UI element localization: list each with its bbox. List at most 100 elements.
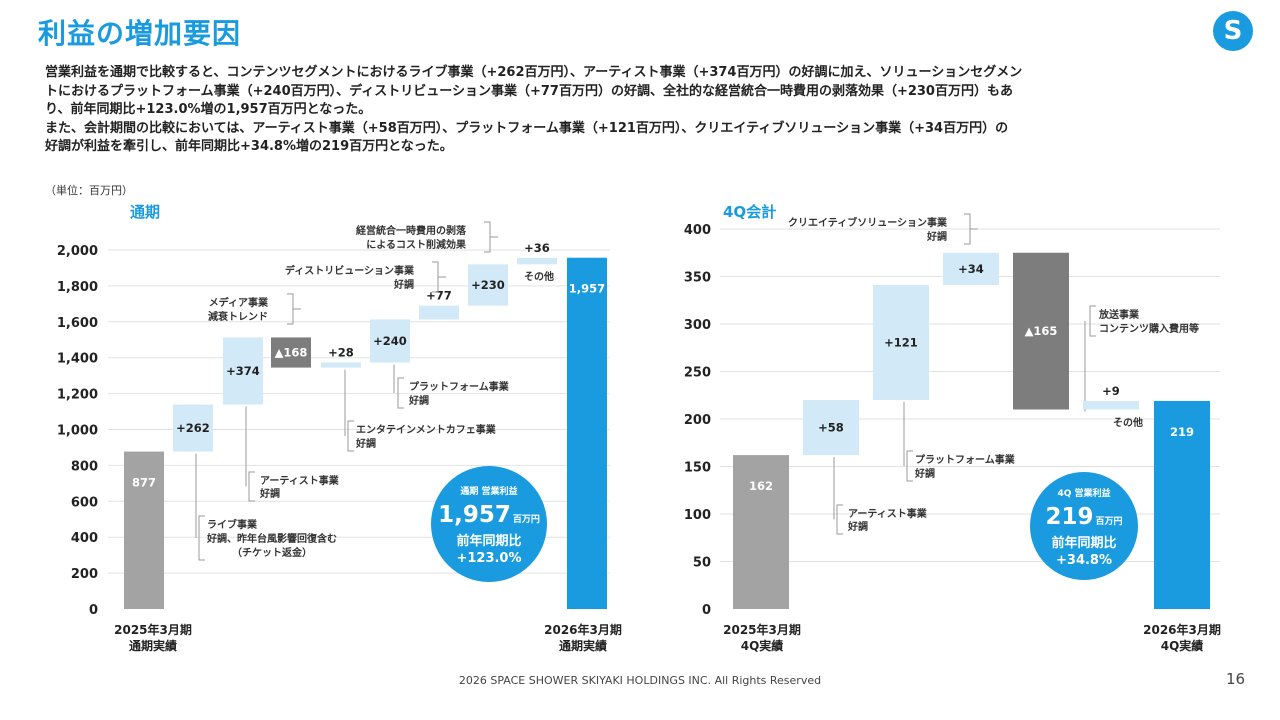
annotation-text: メディア事業: [209, 296, 269, 309]
y-tick-label: 1,200: [57, 388, 98, 403]
annotation-label: その他: [524, 270, 554, 283]
annotation-bracket: [347, 420, 354, 452]
annotation-bracket: [1089, 305, 1096, 337]
data-label: +9: [1102, 384, 1120, 398]
badge-value: 1,957 百万円: [438, 502, 540, 528]
annotation-text: によるコスト削減効果: [366, 238, 467, 251]
badge-yoy-value: +34.8%: [1056, 553, 1112, 568]
x-axis-label: 2025年3月期: [723, 622, 801, 637]
x-axis-label: 2025年3月期: [114, 622, 192, 637]
data-label: +374: [226, 364, 260, 378]
annotation-text: 好調: [847, 520, 868, 533]
waterfall-bar-increase: [1083, 400, 1139, 410]
waterfall-bar-increase: [517, 257, 557, 265]
data-label: 1,957: [569, 282, 605, 296]
x-axis-label: 通期実績: [559, 638, 607, 653]
data-label: +121: [884, 336, 918, 350]
waterfall-bar-increase: [173, 404, 213, 452]
annotation-bracket: [836, 504, 843, 535]
annotation-text: コンテンツ購入費用等: [1099, 322, 1199, 335]
y-tick-label: 0: [702, 603, 711, 618]
annotation-text: 好調: [259, 487, 280, 500]
badge-value-unit: 百万円: [513, 514, 540, 525]
badge-value: 219 百万円: [1045, 504, 1122, 530]
waterfall-bar-decrease: [271, 337, 311, 368]
y-tick-label: 1,400: [57, 352, 98, 367]
waterfall-bar-increase: [370, 319, 410, 363]
page-title: 利益の増加要因: [38, 17, 242, 50]
summary-line: 好調が利益を牽引し、前年同期比+34.8%増の219百万円となった。: [45, 139, 453, 154]
waterfall-bar-end: [567, 257, 607, 609]
annotation-text: アーティスト事業: [848, 507, 928, 520]
annotation-text: プラットフォーム事業: [915, 453, 1016, 466]
y-tick-label: 1,000: [57, 424, 98, 439]
x-axis-label: 4Q実績: [1161, 638, 1204, 653]
waterfall-bar-increase: [468, 264, 508, 306]
y-tick-label: 400: [684, 223, 711, 238]
y-tick-label: 200: [71, 567, 98, 582]
annotation-text: （チケット返金）: [232, 546, 312, 559]
summary-line: また、会計期間の比較においては、アーティスト事業（+58百万円）、プラットフォー…: [45, 120, 1009, 136]
badge-title: 通期 営業利益: [460, 485, 517, 497]
data-label: 877: [132, 476, 156, 490]
annotation-text: ディストリビューション事業: [285, 264, 415, 277]
data-label: +58: [818, 421, 844, 435]
summary-line: り、前年同期比+123.0%増の1,957百万円となった。: [45, 102, 372, 117]
x-axis-label: 2026年3月期: [544, 622, 622, 637]
annotation-bracket: [397, 377, 404, 409]
y-tick-label: 150: [684, 461, 711, 476]
y-tick-label: 100: [684, 508, 711, 523]
data-label: +28: [328, 346, 354, 360]
y-tick-label: 2,000: [57, 244, 98, 259]
y-tick-label: 50: [693, 556, 711, 571]
badge-title: 4Q 営業利益: [1057, 487, 1110, 499]
y-tick-label: 200: [684, 413, 711, 428]
annotation-bracket: [248, 471, 255, 502]
result-badge: [431, 466, 547, 582]
unit-label: （単位：百万円）: [45, 184, 133, 197]
annotation-label: その他: [1113, 416, 1143, 429]
y-tick-label: 600: [71, 495, 98, 510]
waterfall-bar-decrease: [1013, 252, 1069, 410]
y-tick-label: 350: [684, 271, 711, 286]
result-badge: [1030, 472, 1138, 580]
data-label: +36: [524, 241, 550, 255]
x-axis-label: 2026年3月期: [1143, 622, 1221, 637]
data-label: +34: [958, 262, 984, 276]
badge-value-unit: 百万円: [1096, 516, 1123, 527]
badge-yoy-label: 前年同期比: [1051, 535, 1116, 551]
data-label: ▲168: [275, 345, 308, 359]
annotation-text: アーティスト事業: [260, 474, 340, 487]
y-tick-label: 0: [89, 603, 98, 618]
x-axis-label: 通期実績: [129, 638, 177, 653]
annotation-text: ライブ事業: [207, 518, 258, 531]
full-year-chart-title: 通期: [130, 203, 161, 221]
y-tick-label: 400: [71, 531, 98, 546]
y-tick-label: 300: [684, 318, 711, 333]
annotation-text: プラットフォーム事業: [409, 380, 510, 393]
data-label: +240: [373, 334, 407, 348]
data-label: +262: [176, 421, 210, 435]
annotation-text: 経営統合一時費用の剥落: [356, 224, 467, 237]
waterfall-bar-increase: [321, 362, 361, 368]
badge-yoy-label: 前年同期比: [456, 533, 521, 549]
badge-value-number: 219: [1045, 504, 1093, 530]
page-number: 16: [1226, 670, 1246, 688]
waterfall-bar-increase: [223, 337, 263, 405]
annotation-text: 好調: [408, 394, 429, 407]
data-label: +230: [471, 278, 505, 292]
summary-text: 営業利益を通期で比較すると、コンテンツセグメントにおけるライブ事業（+262百万…: [45, 64, 1245, 157]
waterfall-bar-increase: [419, 305, 459, 320]
annotation-text: エンタテインメントカフェ事業: [356, 423, 497, 436]
y-tick-label: 800: [71, 459, 98, 474]
annotation-text: 放送事業: [1098, 308, 1140, 321]
data-label: 219: [1170, 425, 1194, 439]
waterfall-bar-increase: [943, 252, 999, 286]
annotation-text: 好調: [355, 437, 376, 450]
annotation-text: クリエイティブソリューション事業: [788, 216, 948, 229]
data-label: ▲165: [1025, 324, 1058, 338]
annotation-text: 好調: [914, 467, 935, 480]
waterfall-bar-end: [1154, 400, 1210, 609]
